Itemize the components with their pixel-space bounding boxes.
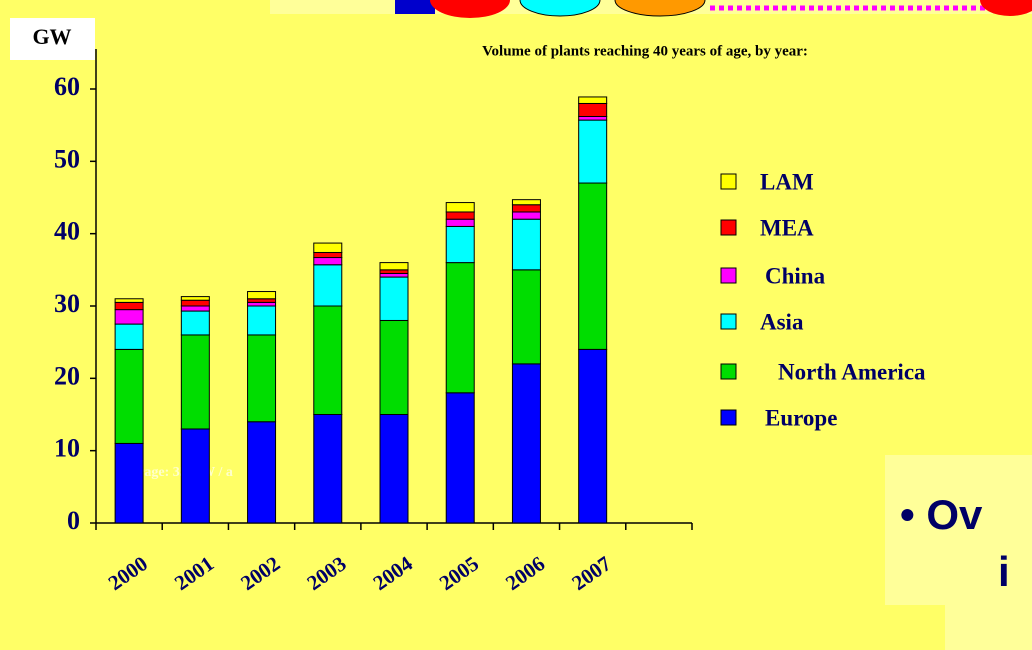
bar-segment [314,252,342,257]
bar-segment [181,311,209,335]
bar-segment [248,306,276,335]
bar-segment [446,212,474,219]
y-tick-label: 50 [54,144,80,173]
bar-segment [115,349,143,443]
bar-segment [181,297,209,301]
y-tick-label: 40 [54,217,80,246]
legend-label: MEA [760,215,814,240]
legend-label: North America [778,359,926,384]
bar-segment [380,277,408,320]
bar-segment [248,292,276,299]
legend-swatch [721,314,736,329]
y-tick-label: 30 [54,289,80,318]
bar-segment [446,226,474,262]
bar-segment [115,324,143,349]
y-tick-label: 20 [54,361,80,390]
legend-swatch [721,364,736,379]
legend-swatch [721,410,736,425]
page: GW Volume of plants reaching 40 years of… [0,0,1032,650]
bar-segment [446,219,474,226]
bar-segment [579,116,607,120]
bar-segment [314,265,342,306]
legend-label: LAM [760,169,814,194]
bar-segment [446,203,474,212]
chart-title: Volume of plants reaching 40 years of ag… [482,43,808,59]
y-tick-label: 0 [67,506,80,535]
bar-segment [248,302,276,306]
y-tick-label: 10 [54,434,80,463]
legend-swatch [721,220,736,235]
bar-segment [181,300,209,306]
bar-segment [579,97,607,104]
bullet-text: • Ov [900,491,983,538]
legend-label: China [765,263,826,288]
bar-segment [579,183,607,349]
bar-segment [380,320,408,414]
bar-segment [512,364,540,523]
bar-segment [446,393,474,523]
bar-segment [314,306,342,415]
bar-segment [181,306,209,311]
bar-segment [579,349,607,523]
y-tick-label: 60 [54,72,80,101]
bar-segment [115,310,143,324]
bullet-text: i [998,548,1010,595]
bar-segment [115,443,143,523]
bar-segment [446,263,474,393]
bar-segment [248,422,276,523]
bar-segment [181,429,209,523]
bar-segment [314,243,342,252]
bar-segment [115,302,143,309]
bar-segment [248,335,276,422]
slide: GW Volume of plants reaching 40 years of… [0,0,1032,650]
bar-segment [512,200,540,205]
bar-segment [512,205,540,212]
bar-segment [380,415,408,524]
bar-segment [181,335,209,429]
bar-segment [512,270,540,364]
bar-segment [380,263,408,270]
bar-segment [380,273,408,277]
bar-segment [579,103,607,116]
legend-label: Europe [765,405,837,430]
bar-segment [512,212,540,219]
y-axis-label: GW [32,24,71,49]
bar-segment [314,258,342,265]
bar-segment [380,270,408,274]
bar-segment [314,415,342,524]
legend-swatch [721,174,736,189]
legend-swatch [721,268,736,283]
bar-segment [115,299,143,303]
bar-segment [579,120,607,183]
legend-label: Asia [760,309,804,334]
bar-segment [248,299,276,303]
bar-segment [512,219,540,270]
